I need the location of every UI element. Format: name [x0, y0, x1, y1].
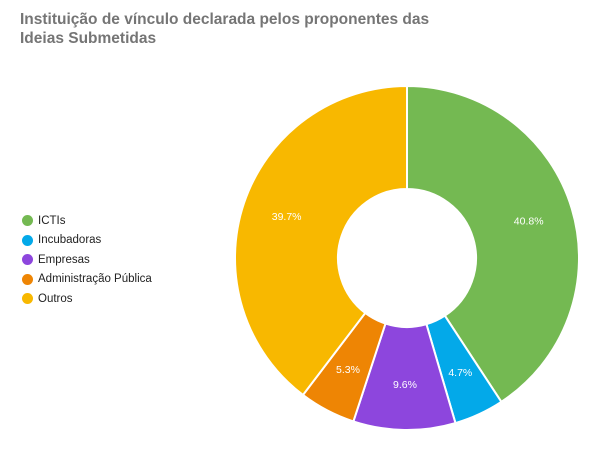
legend-item-empresas[interactable]: Empresas	[22, 250, 152, 270]
legend-swatch	[22, 293, 33, 305]
legend-label: ICTIs	[38, 214, 66, 227]
legend-swatch	[22, 273, 33, 285]
slice-value-label: 9.6%	[393, 379, 417, 391]
slice-value-label: 4.7%	[448, 367, 472, 379]
slice-value-label: 5.3%	[336, 364, 360, 376]
legend-swatch	[22, 254, 33, 266]
slice-outros[interactable]	[234, 84, 408, 397]
chart-legend: ICTIs Incubadoras Empresas Administração…	[22, 211, 152, 309]
slice-value-label: 39.7%	[272, 211, 302, 223]
legend-label: Incubadoras	[38, 234, 102, 247]
slice-value-label: 40.8%	[514, 215, 544, 227]
legend-item-ictis[interactable]: ICTIs	[22, 211, 152, 231]
legend-label: Administração Pública	[38, 273, 152, 286]
legend-item-outros[interactable]: Outros	[22, 289, 152, 309]
legend-item-incubadoras[interactable]: Incubadoras	[22, 231, 152, 251]
legend-label: Empresas	[38, 253, 90, 266]
chart-title: Instituição de vínculo declarada pelos p…	[20, 11, 430, 47]
legend-item-administracao-publica[interactable]: Administração Pública	[22, 270, 152, 290]
legend-label: Outros	[38, 292, 73, 305]
legend-swatch	[22, 234, 33, 246]
legend-swatch	[22, 215, 33, 227]
